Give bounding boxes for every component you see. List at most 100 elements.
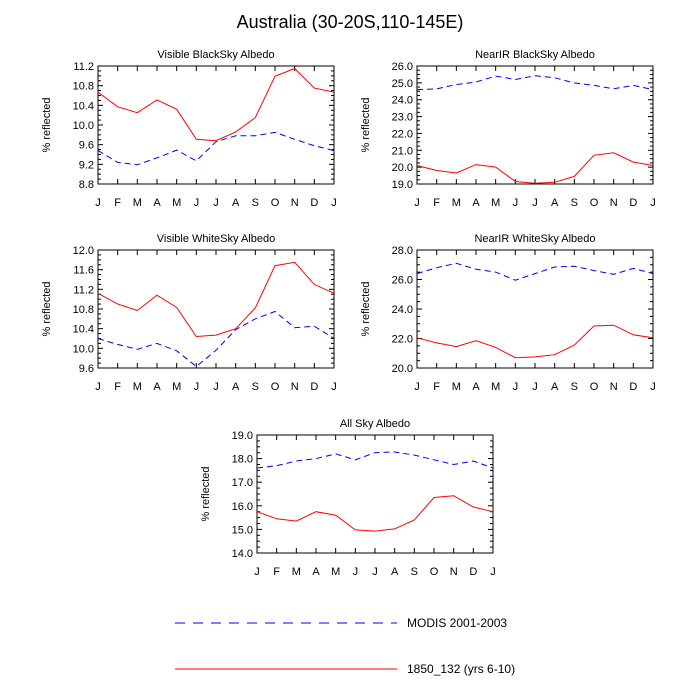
x-tick-label: M [452, 197, 461, 209]
y-tick-label: 11.2 [73, 61, 94, 73]
x-tick-label: M [491, 197, 500, 209]
panel-title: Visible BlackSky Albedo [157, 49, 274, 61]
x-tick-label: J [194, 381, 200, 393]
figure-title: Australia (30-20S,110-145E) [236, 12, 464, 32]
x-tick-label: J [414, 197, 420, 209]
x-tick-label: M [331, 566, 340, 578]
y-tick-label: 14.0 [232, 548, 253, 560]
x-tick-label: A [472, 381, 480, 393]
chart-panel-5: All Sky Albedo 14.0 15.0 16.0 17.0 18.0 19.0 J F… [200, 418, 496, 578]
x-tick-label: D [310, 381, 318, 393]
x-tick-label: O [271, 197, 280, 209]
y-tick-label: 11.2 [73, 284, 94, 296]
x-tick-label: A [551, 197, 559, 209]
chart-panel-3: Visible WhiteSky Albedo 9.6 10.0 10.4 10.8 11… [41, 233, 337, 393]
series-modis-line [416, 75, 654, 91]
x-tick-label: A [153, 381, 161, 393]
legend-modis-label: MODIS 2001-2003 [407, 616, 508, 630]
y-tick-label: 26.0 [392, 275, 413, 287]
series-model-line [416, 324, 654, 359]
x-tick-label: M [452, 381, 461, 393]
panel-title: NearIR WhiteSky Albedo [474, 233, 595, 245]
panel-title: All Sky Albedo [340, 418, 410, 430]
y-tick-label: 10.0 [73, 120, 94, 132]
x-tick-label: N [610, 197, 618, 209]
x-tick-label: A [232, 381, 240, 393]
x-tick-label: S [411, 566, 418, 578]
x-tick-label: N [291, 197, 299, 209]
x-tick-label: S [571, 381, 578, 393]
y-tick-label: 21.0 [392, 145, 413, 157]
y-tick-label: 24.0 [392, 304, 413, 316]
y-tick-label: 10.8 [73, 304, 94, 316]
y-tick-label: 19.0 [232, 430, 253, 442]
y-tick-label: 19.0 [392, 179, 413, 191]
y-axis-label: % reflected [360, 281, 372, 336]
chart-panel-4: NearIR WhiteSky Albedo 20.0 22.0 24.0 26.0 28… [360, 233, 656, 393]
series-model-line [97, 261, 335, 338]
x-tick-label: J [414, 381, 420, 393]
y-tick-label: 28.0 [392, 245, 413, 257]
x-tick-label: J [372, 566, 378, 578]
series-model-line [256, 495, 494, 532]
y-tick-label: 11.6 [73, 265, 94, 277]
x-tick-label: M [292, 566, 301, 578]
x-tick-label: J [513, 197, 519, 209]
x-tick-label: M [172, 197, 181, 209]
x-tick-label: J [95, 197, 101, 209]
series-model-line [97, 67, 335, 142]
legend-model-label: 1850_132 (yrs 6-10) [407, 662, 516, 676]
y-axis-label: % reflected [360, 97, 372, 152]
y-tick-label: 9.6 [79, 363, 94, 375]
x-tick-label: O [271, 381, 280, 393]
chart-panel-1: Visible BlackSky Albedo 8.8 9.2 9.6 10.0 10.4… [41, 49, 337, 209]
x-tick-label: A [472, 197, 480, 209]
x-tick-label: F [273, 566, 280, 578]
y-axis-label: % reflected [200, 466, 212, 521]
panel-title: Visible WhiteSky Albedo [157, 233, 275, 245]
x-tick-label: D [629, 381, 637, 393]
x-tick-label: O [430, 566, 439, 578]
y-tick-label: 20.0 [392, 162, 413, 174]
y-tick-label: 8.8 [79, 179, 94, 191]
x-tick-label: S [252, 197, 259, 209]
y-tick-label: 15.0 [232, 524, 253, 536]
y-tick-label: 24.0 [392, 95, 413, 107]
x-tick-label: A [391, 566, 399, 578]
x-tick-label: J [331, 381, 337, 393]
x-tick-label: A [232, 197, 240, 209]
x-tick-label: M [172, 381, 181, 393]
y-tick-label: 9.2 [79, 159, 94, 171]
series-model-line [416, 152, 654, 184]
x-tick-label: F [433, 197, 440, 209]
y-tick-label: 10.0 [73, 343, 94, 355]
y-tick-label: 10.4 [73, 324, 94, 336]
x-tick-label: F [433, 381, 440, 393]
x-tick-label: A [551, 381, 559, 393]
x-tick-label: D [469, 566, 477, 578]
panel-title: NearIR BlackSky Albedo [475, 49, 595, 61]
x-tick-label: N [610, 381, 618, 393]
y-tick-label: 16.0 [232, 501, 253, 513]
chart-panel-2: NearIR BlackSky Albedo 19.0 20.0 21.0 22.0 23… [360, 49, 656, 209]
x-tick-label: A [153, 197, 161, 209]
x-tick-label: O [590, 381, 599, 393]
x-tick-label: J [353, 566, 359, 578]
x-tick-label: O [590, 197, 599, 209]
x-tick-label: J [194, 197, 200, 209]
x-tick-label: S [571, 197, 578, 209]
y-tick-label: 26.0 [392, 61, 413, 73]
x-tick-label: J [650, 381, 656, 393]
y-axis-label: % reflected [41, 281, 53, 336]
y-tick-label: 17.0 [232, 477, 253, 489]
series-modis-line [97, 131, 335, 166]
x-tick-label: N [450, 566, 458, 578]
y-tick-label: 10.8 [73, 81, 94, 93]
x-tick-label: J [650, 197, 656, 209]
series-modis-line [97, 310, 335, 368]
y-tick-label: 12.0 [73, 245, 94, 257]
y-axis-label: % reflected [41, 97, 53, 152]
y-tick-label: 22.0 [392, 128, 413, 140]
x-tick-label: J [331, 197, 337, 209]
